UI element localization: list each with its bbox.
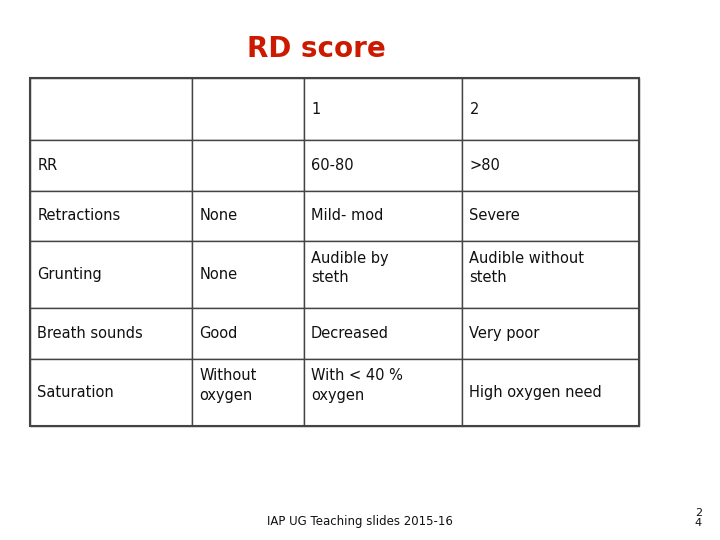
Text: 2
4: 2 4 <box>695 508 702 528</box>
Text: 2: 2 <box>469 102 479 117</box>
Text: Audible without
steth: Audible without steth <box>469 251 585 285</box>
Text: Saturation: Saturation <box>37 385 114 400</box>
Text: IAP UG Teaching slides 2015-16: IAP UG Teaching slides 2015-16 <box>267 515 453 528</box>
Text: Severe: Severe <box>469 208 520 223</box>
Text: 60-80: 60-80 <box>311 158 354 173</box>
Text: Breath sounds: Breath sounds <box>37 326 143 341</box>
Text: Mild- mod: Mild- mod <box>311 208 384 223</box>
Text: 1: 1 <box>311 102 320 117</box>
Text: Audible by
steth: Audible by steth <box>311 251 389 285</box>
Text: Grunting: Grunting <box>37 267 102 282</box>
Text: RD score: RD score <box>248 35 386 63</box>
Text: RR: RR <box>37 158 58 173</box>
Text: High oxygen need: High oxygen need <box>469 385 602 400</box>
Text: Decreased: Decreased <box>311 326 389 341</box>
Text: Good: Good <box>199 326 238 341</box>
Text: Retractions: Retractions <box>37 208 121 223</box>
Text: Without
oxygen: Without oxygen <box>199 368 257 403</box>
Text: With < 40 %
oxygen: With < 40 % oxygen <box>311 368 403 403</box>
Text: None: None <box>199 267 238 282</box>
Text: Very poor: Very poor <box>469 326 540 341</box>
Text: None: None <box>199 208 238 223</box>
Text: >80: >80 <box>469 158 500 173</box>
